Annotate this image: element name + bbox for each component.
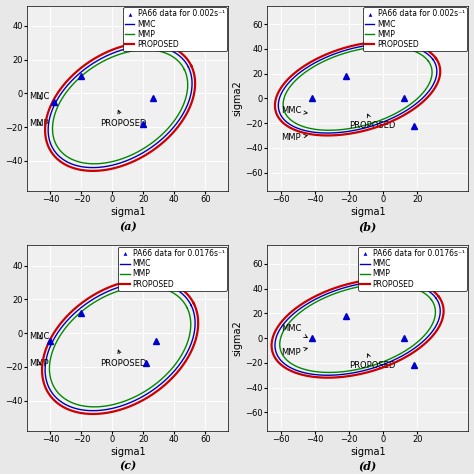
- Y-axis label: sigma2: sigma2: [233, 81, 243, 116]
- Legend: PA66 data for 0.0176s⁻¹, MMC, MMP, PROPOSED: PA66 data for 0.0176s⁻¹, MMC, MMP, PROPO…: [358, 247, 467, 291]
- Legend: PA66 data for 0.0176s⁻¹, MMC, MMP, PROPOSED: PA66 data for 0.0176s⁻¹, MMC, MMP, PROPO…: [118, 247, 227, 291]
- Text: MMC: MMC: [281, 106, 307, 115]
- X-axis label: sigma1: sigma1: [110, 447, 146, 457]
- Legend: PA66 data for 0.002s⁻¹, MMC, MMP, PROPOSED: PA66 data for 0.002s⁻¹, MMC, MMP, PROPOS…: [363, 7, 467, 51]
- Text: MMP: MMP: [281, 133, 307, 142]
- Text: MMP: MMP: [29, 119, 48, 128]
- Text: MMC: MMC: [29, 332, 49, 341]
- Text: PROPOSED: PROPOSED: [349, 354, 395, 370]
- Text: MMP: MMP: [281, 347, 307, 357]
- Text: (c): (c): [119, 461, 137, 472]
- Text: MMC: MMC: [29, 92, 49, 101]
- Text: MMC: MMC: [281, 324, 307, 337]
- X-axis label: sigma1: sigma1: [110, 207, 146, 217]
- Text: (a): (a): [119, 221, 137, 232]
- Text: PROPOSED: PROPOSED: [349, 114, 395, 130]
- Text: PROPOSED: PROPOSED: [100, 110, 146, 128]
- Text: (d): (d): [359, 461, 377, 472]
- Text: PROPOSED: PROPOSED: [100, 350, 146, 368]
- X-axis label: sigma1: sigma1: [350, 207, 386, 217]
- X-axis label: sigma1: sigma1: [350, 447, 386, 457]
- Y-axis label: sigma2: sigma2: [233, 320, 243, 356]
- Text: (b): (b): [359, 221, 377, 232]
- Legend: PA66 data for 0.002s⁻¹, MMC, MMP, PROPOSED: PA66 data for 0.002s⁻¹, MMC, MMP, PROPOS…: [123, 7, 227, 51]
- Text: MMP: MMP: [29, 359, 48, 368]
